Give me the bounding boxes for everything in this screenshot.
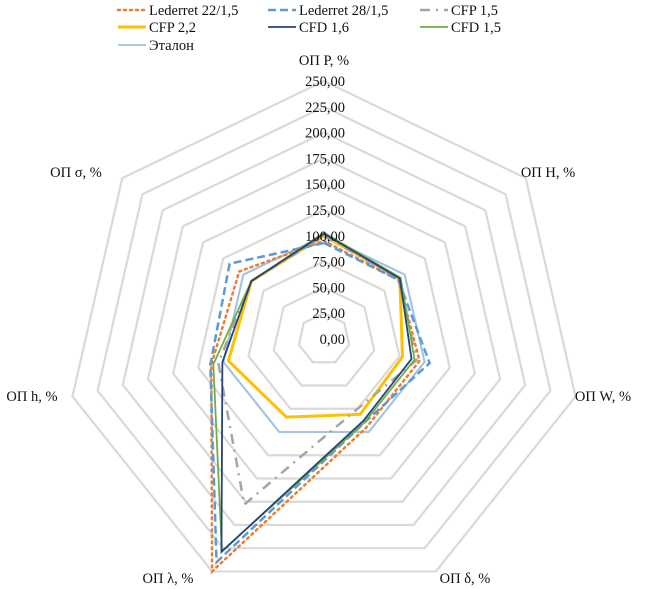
grid-ring <box>171 182 477 480</box>
tick-label: 200,00 <box>305 126 345 142</box>
legend-item: CFD 1,5 <box>420 20 501 36</box>
grid-ring <box>272 286 376 387</box>
tick-labels: 0,00 25,00 50,00 75,00 100,00 125,00 150,00 175… <box>305 74 345 348</box>
series-line-4 <box>220 232 413 554</box>
axis-label: ОП Н, % <box>521 165 575 181</box>
tick-label: 225,00 <box>305 100 345 116</box>
legend-item: Lederret 22/1,5 <box>116 3 238 19</box>
legend-label: CFD 1,6 <box>299 20 349 36</box>
radar-grid <box>71 79 577 573</box>
axis-labels: ОП Р, % ОП Н, % ОП W, % ОП δ, % ОП λ, % ОП h,… <box>6 53 631 587</box>
legend-item: Эталон <box>118 38 194 54</box>
series-line-6 <box>222 234 426 433</box>
legend-item: CFD 1,6 <box>268 20 349 36</box>
tick-label: 50,00 <box>312 280 345 296</box>
legend-item: Lederret 28/1,5 <box>268 3 388 19</box>
tick-label: 100,00 <box>305 229 345 245</box>
tick-label: 175,00 <box>305 151 345 167</box>
legend-label: CFP 1,5 <box>451 3 498 19</box>
axis-label: ОП W, % <box>575 389 631 405</box>
grid-ring <box>71 79 577 573</box>
legend-label: CFD 1,5 <box>451 20 501 36</box>
legend-label: Lederret 22/1,5 <box>149 3 238 19</box>
tick-label: 250,00 <box>305 74 345 90</box>
legend-label: Эталон <box>149 38 194 54</box>
axis-label: ОП δ, % <box>440 571 491 587</box>
legend-label: Lederret 28/1,5 <box>299 3 388 19</box>
grid-ring <box>96 105 552 550</box>
tick-label: 75,00 <box>312 255 345 271</box>
legend-label: CFP 2,2 <box>149 20 196 36</box>
grid-ring <box>121 131 527 527</box>
legend: Lederret 22/1,5 Lederret 28/1,5 CFP 1,5 CFP… <box>116 3 501 54</box>
legend-item: CFP 2,2 <box>118 20 196 36</box>
tick-label: 125,00 <box>305 203 345 219</box>
series-layer <box>209 231 432 575</box>
tick-label: 0,00 <box>320 332 345 348</box>
grid-ring <box>247 260 401 410</box>
grid-ring <box>197 208 451 457</box>
axis-label: ОП λ, % <box>143 571 194 587</box>
legend-item: CFP 1,5 <box>420 3 498 19</box>
tick-label: 150,00 <box>305 177 345 193</box>
grid-ring <box>146 157 502 503</box>
axis-label: ОП h, % <box>6 389 57 405</box>
tick-label: 25,00 <box>312 306 345 322</box>
axis-label: ОП Р, % <box>299 53 349 69</box>
grid-ring <box>297 311 351 364</box>
axis-label: ОП σ, % <box>50 165 102 181</box>
